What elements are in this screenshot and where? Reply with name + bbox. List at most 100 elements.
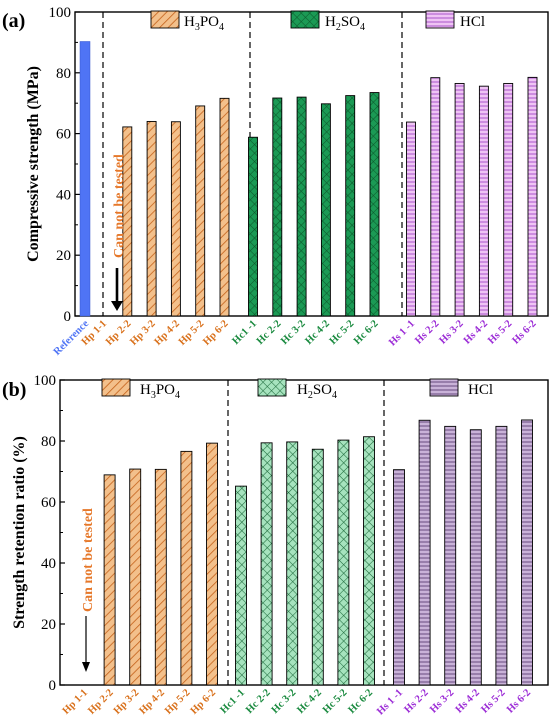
bar	[154, 468, 167, 686]
bar	[430, 77, 441, 317]
x-tick-label: Hp 6-2	[201, 318, 230, 347]
x-tick-label: Hp 4-2	[137, 687, 166, 716]
bar	[272, 97, 283, 317]
bar-reference	[79, 41, 91, 317]
panel-b-chart: 0 20 40 60 80 100 Strength retention ratio (%)…	[2, 373, 549, 717]
x-tick-label: Hp 2-2	[104, 318, 133, 347]
bar	[495, 425, 508, 686]
x-tick-label: Hs 1 -1	[375, 687, 405, 717]
x-tick-label: Hc 6-2	[347, 687, 376, 716]
x-tick-label: Hc 4-2	[303, 318, 332, 347]
y-axis-label: Strength retention ratio (%)	[11, 436, 28, 629]
panel-label: (a)	[2, 10, 25, 32]
y-tick-label: 20	[56, 248, 71, 264]
legend-swatch	[150, 10, 180, 29]
bar	[296, 96, 307, 317]
legend-label: H2SO4	[297, 382, 337, 401]
bar	[320, 103, 331, 317]
x-tick-label: Hs 2-2	[403, 687, 431, 715]
bar	[219, 97, 230, 317]
legend-label: H3PO4	[140, 382, 180, 401]
bar	[311, 448, 324, 686]
bar	[122, 126, 133, 317]
y-tick-label: 60	[56, 127, 71, 143]
x-tick-label: Hc 6-2	[352, 318, 381, 347]
bar	[195, 105, 206, 317]
y-tick-label: 80	[56, 66, 71, 82]
bar	[469, 429, 482, 686]
x-tick-label: Hp 3-2	[128, 318, 157, 347]
x-tick-label: Hs 2-2	[413, 318, 441, 346]
legend-swatch	[257, 378, 287, 397]
x-tick-label: Hc 5-2	[321, 687, 350, 716]
x-tick-label: Hc 2-2	[244, 687, 273, 716]
bar	[103, 474, 116, 686]
bar	[206, 442, 218, 686]
bar	[235, 485, 247, 686]
bar	[527, 76, 538, 317]
x-tick-label: Hs 4-2	[462, 318, 490, 346]
x-tick-label: Hs 4-2	[454, 687, 482, 715]
x-tick-label: Hc 3-2	[279, 318, 308, 347]
x-tick-label: Hc 4-2	[295, 687, 324, 716]
legend-swatch	[290, 10, 320, 29]
y-tick-label: 100	[49, 5, 72, 21]
x-tick-label: Hc1 -1	[219, 687, 248, 716]
x-tick-label: Hs 3-2	[438, 318, 466, 346]
bar	[170, 121, 181, 317]
bar	[478, 85, 489, 317]
bar	[129, 468, 142, 686]
x-tick-label: Hp 2-2	[86, 687, 115, 716]
x-tick-label: Hc 2-2	[255, 318, 284, 347]
y-tick-label: 0	[64, 309, 72, 325]
y-tick-label: 60	[41, 495, 56, 511]
arrow-head	[82, 662, 90, 672]
x-tick-label: Hp 3-2	[112, 687, 141, 716]
y-tick-label: 0	[49, 678, 57, 694]
x-tick-label: Hs 5-2	[479, 687, 507, 715]
y-tick-label: 100	[34, 373, 57, 389]
plot-frame	[74, 11, 549, 317]
legend-label: HCl	[468, 382, 493, 398]
panel-a-chart: 0 20 40 60 80 100 Compressive strength (MPa) (a…	[2, 5, 549, 358]
y-tick-label: 80	[41, 434, 56, 450]
legend-swatch	[429, 378, 459, 397]
y-tick-label: 40	[56, 187, 71, 203]
y-tick-label: 20	[41, 617, 56, 633]
x-tick-label: Hp 5-2	[177, 318, 206, 347]
bar	[393, 469, 405, 686]
x-tick-label: Hp 4-2	[153, 318, 182, 347]
annotation-label: Can not be tested	[81, 508, 96, 612]
bar	[248, 136, 258, 317]
y-tick-label: 40	[41, 556, 56, 572]
legend-label: HCl	[460, 14, 485, 30]
annotation-label: Can not be tested	[112, 154, 127, 258]
legend-swatch	[101, 378, 131, 397]
x-tick-label: Hp 5-2	[163, 687, 192, 716]
bar	[260, 442, 273, 686]
x-tick-label: Hs 3-2	[428, 687, 456, 715]
bar	[454, 82, 465, 317]
bar	[180, 450, 193, 686]
bar	[345, 95, 356, 317]
bar	[369, 92, 380, 317]
bar	[444, 425, 457, 686]
x-tick-label: Hp 1-1	[61, 687, 90, 716]
legend-label: H2SO4	[325, 14, 365, 33]
bar	[503, 82, 514, 317]
x-tick-label: Hp 6-2	[189, 687, 218, 716]
bar	[337, 439, 350, 686]
x-tick-label: Hs 6-2	[510, 318, 538, 346]
bar	[406, 121, 416, 317]
legend-label: H3PO4	[184, 14, 224, 33]
x-tick-label: Hs 6-2	[505, 687, 533, 715]
bar	[286, 441, 299, 686]
x-tick-label: Hc 3-2	[270, 687, 299, 716]
x-tick-label: Hs 1 -1	[387, 318, 417, 348]
x-tick-label: Hs 5-2	[486, 318, 514, 346]
bar	[146, 120, 157, 317]
bar	[418, 419, 431, 686]
arrow-head	[111, 301, 123, 311]
bar	[521, 419, 533, 686]
